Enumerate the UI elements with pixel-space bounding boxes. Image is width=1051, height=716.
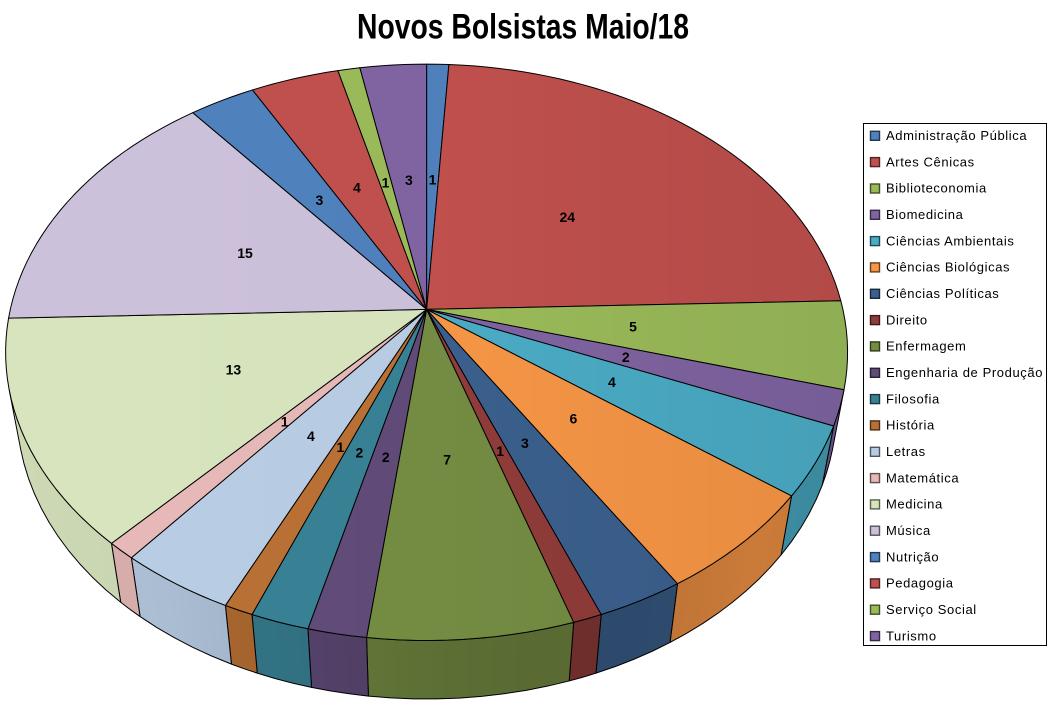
svg-text:1: 1 [429,172,437,188]
svg-text:7: 7 [443,451,451,467]
svg-text:Letras: Letras [886,444,926,459]
svg-text:2: 2 [622,349,630,365]
svg-text:Ciências Biológicas: Ciências Biológicas [886,260,1010,275]
svg-text:3: 3 [521,435,529,451]
svg-text:1: 1 [382,174,390,190]
svg-text:Administração Pública: Administração Pública [886,128,1027,143]
svg-text:Engenharia de Produção: Engenharia de Produção [886,365,1043,380]
svg-text:Biomedicina: Biomedicina [886,207,964,222]
svg-text:Ciências Políticas: Ciências Políticas [886,286,999,301]
svg-text:Pedagogia: Pedagogia [886,576,954,591]
svg-text:Medicina: Medicina [886,497,943,512]
svg-text:3: 3 [405,172,413,188]
svg-text:13: 13 [226,362,242,378]
svg-text:4: 4 [353,180,361,196]
svg-text:4: 4 [307,428,315,444]
svg-text:3: 3 [316,192,324,208]
svg-text:Novos Bolsistas Maio/18: Novos Bolsistas Maio/18 [357,8,689,47]
svg-text:1: 1 [337,439,345,455]
svg-text:5: 5 [629,319,637,335]
svg-text:Artes Cênicas: Artes Cênicas [886,154,975,169]
svg-text:Biblioteconomia: Biblioteconomia [886,181,987,196]
svg-text:24: 24 [560,209,576,225]
svg-text:Turismo: Turismo [886,628,937,643]
svg-text:Matemática: Matemática [886,470,959,485]
svg-text:1: 1 [496,443,504,459]
svg-text:Direito: Direito [886,312,928,327]
svg-text:1: 1 [281,414,289,430]
svg-text:Ciências Ambientais: Ciências Ambientais [886,233,1014,248]
svg-text:Música: Música [886,523,931,538]
svg-text:Serviço Social: Serviço Social [886,602,977,617]
svg-text:2: 2 [356,444,364,460]
svg-text:Filosofia: Filosofia [886,391,940,406]
svg-text:15: 15 [237,245,253,261]
svg-text:Enfermagem: Enfermagem [886,339,966,354]
svg-text:2: 2 [382,449,390,465]
svg-text:4: 4 [608,374,616,390]
svg-text:História: História [886,418,935,433]
svg-text:6: 6 [570,410,578,426]
svg-text:Nutrição: Nutrição [886,549,939,564]
